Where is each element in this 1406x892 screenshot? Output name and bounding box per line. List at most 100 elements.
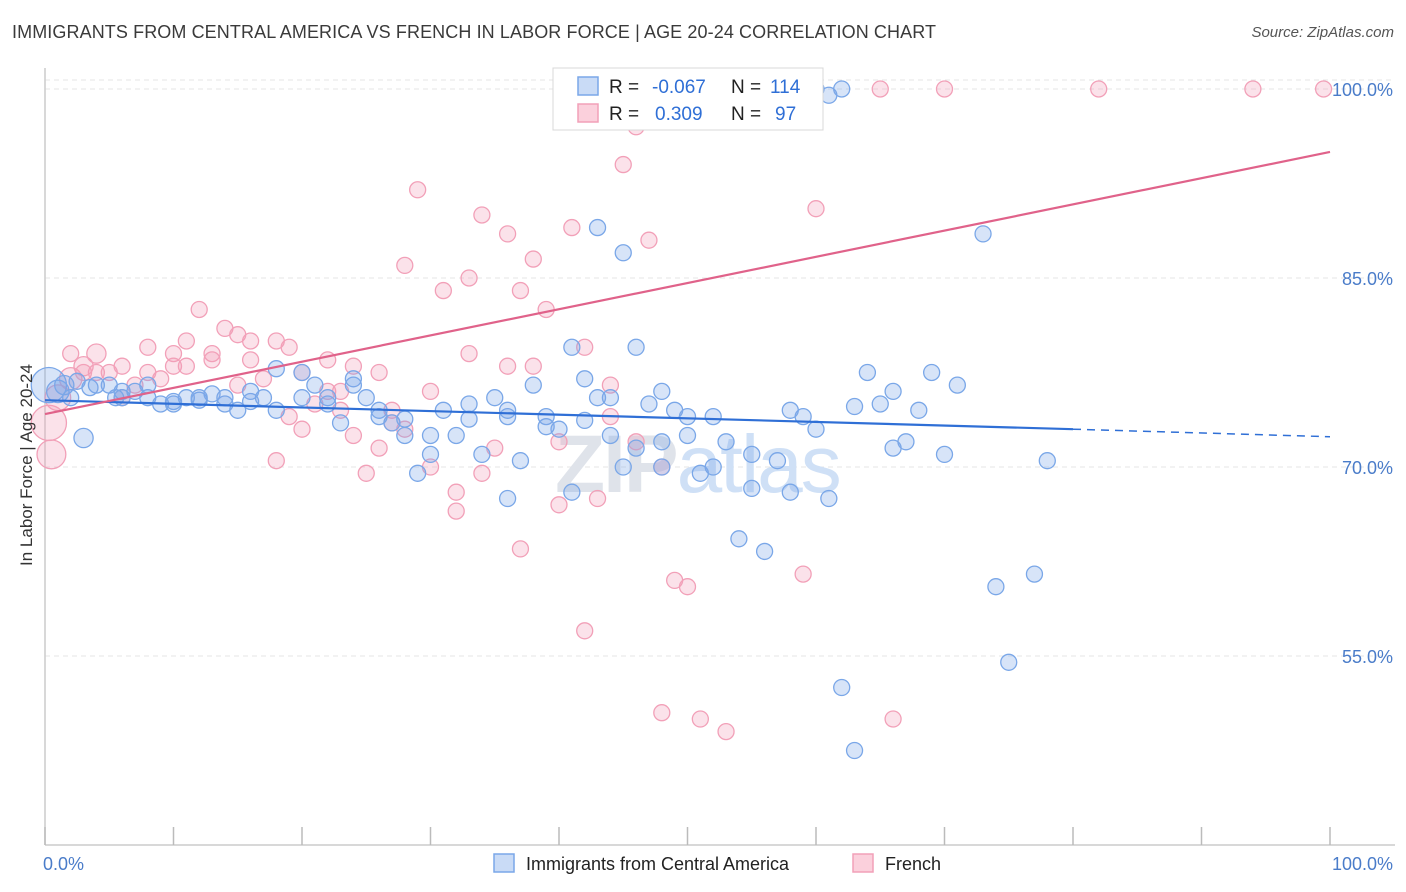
point-french — [576, 622, 594, 640]
point-central-america — [704, 407, 722, 426]
point-central-america — [1038, 452, 1056, 470]
point-central-america — [357, 389, 375, 407]
point-central-america — [678, 407, 697, 426]
point-central-america — [653, 433, 671, 451]
point-french — [498, 225, 517, 243]
point-french — [396, 256, 414, 275]
point-central-america — [640, 395, 658, 413]
point-central-america — [627, 439, 645, 457]
trend-line-french — [44, 150, 1331, 416]
point-central-america — [781, 483, 799, 501]
y-tick-label: 85.0% — [1342, 269, 1393, 289]
point-central-america — [396, 426, 414, 445]
axes — [44, 68, 1395, 846]
point-central-america — [241, 382, 260, 401]
point-central-america — [614, 244, 632, 262]
point-central-america — [678, 426, 697, 445]
point-french — [447, 483, 465, 501]
point-central-america — [1025, 565, 1044, 583]
point-central-america — [190, 389, 208, 407]
point-french — [498, 357, 517, 375]
point-central-america — [871, 395, 889, 413]
point-central-america — [537, 418, 555, 436]
point-french — [177, 332, 196, 350]
point-french — [434, 281, 453, 300]
watermark-text: ZIPatlas — [555, 419, 840, 510]
trend-line-central-america-extension — [1072, 428, 1331, 438]
point-french — [601, 376, 620, 394]
stats-r-label-1: R = — [609, 77, 639, 98]
point-french — [717, 722, 735, 741]
point-central-america — [267, 401, 285, 419]
point-french — [678, 578, 697, 596]
point-french — [241, 351, 260, 369]
point-french — [370, 439, 388, 457]
point-french — [524, 357, 542, 375]
point-central-america — [987, 578, 1005, 596]
point-french — [293, 420, 311, 438]
stats-n-label-1: N = — [731, 77, 761, 98]
point-french — [1244, 80, 1262, 98]
x-tick-label: 100.0% — [1332, 854, 1393, 874]
point-central-america — [139, 376, 157, 394]
point-central-america — [807, 420, 825, 438]
point-central-america — [884, 382, 902, 401]
x-tick-labels: 0.0% 100.0% — [43, 854, 1393, 874]
point-central-america — [1000, 653, 1018, 671]
point-central-america — [498, 401, 517, 419]
point-french — [280, 338, 298, 356]
point-central-america — [331, 414, 350, 432]
point-central-america — [550, 420, 568, 438]
point-french — [550, 496, 568, 514]
point-central-america — [614, 458, 632, 476]
point-french — [871, 80, 889, 98]
legend-label-central-america: Immigrants from Central America — [526, 854, 790, 874]
point-central-america — [383, 414, 401, 432]
point-central-america — [923, 363, 941, 382]
point-french — [344, 357, 363, 375]
point-central-america — [73, 427, 94, 449]
point-central-america — [319, 395, 337, 413]
point-central-america — [293, 389, 311, 407]
x-tick-label: 0.0% — [43, 854, 84, 874]
point-french — [807, 200, 825, 218]
point-french — [563, 218, 581, 237]
stats-n-value-2: 97 — [775, 104, 796, 125]
point-central-america — [344, 370, 363, 388]
point-french — [473, 464, 491, 482]
point-french — [370, 363, 388, 382]
point-central-america — [730, 530, 748, 548]
point-french — [537, 300, 555, 319]
point-french — [884, 710, 902, 728]
point-central-america — [87, 376, 106, 394]
point-central-america — [421, 445, 440, 464]
point-central-america — [460, 395, 478, 413]
point-central-america — [845, 397, 864, 416]
point-french — [86, 343, 107, 364]
point-central-america — [344, 376, 363, 394]
stats-r-label-2: R = — [609, 104, 639, 125]
point-central-america — [743, 445, 761, 464]
point-french — [203, 351, 221, 369]
point-central-america — [421, 426, 440, 445]
stats-n-label-2: N = — [731, 104, 761, 125]
legend-swatch-french — [852, 853, 874, 873]
series-legend: Immigrants from Central America French — [493, 853, 941, 874]
point-central-america — [820, 489, 838, 508]
point-french — [113, 357, 131, 375]
y-tick-labels: 55.0% 70.0% 85.0% 100.0% — [1332, 80, 1393, 667]
point-french — [139, 338, 157, 356]
point-french — [139, 363, 157, 382]
point-french — [460, 269, 478, 287]
trend-line-central-america — [44, 399, 1074, 431]
point-french — [588, 489, 607, 508]
point-central-america — [948, 376, 966, 394]
legend-label-french: French — [885, 854, 941, 874]
point-central-america — [717, 433, 735, 451]
point-french — [524, 250, 542, 268]
point-central-america — [588, 218, 607, 237]
point-central-america — [653, 382, 671, 401]
point-central-america — [601, 426, 620, 445]
stats-r-value-1: -0.067 — [652, 77, 706, 98]
point-central-america — [588, 389, 607, 407]
